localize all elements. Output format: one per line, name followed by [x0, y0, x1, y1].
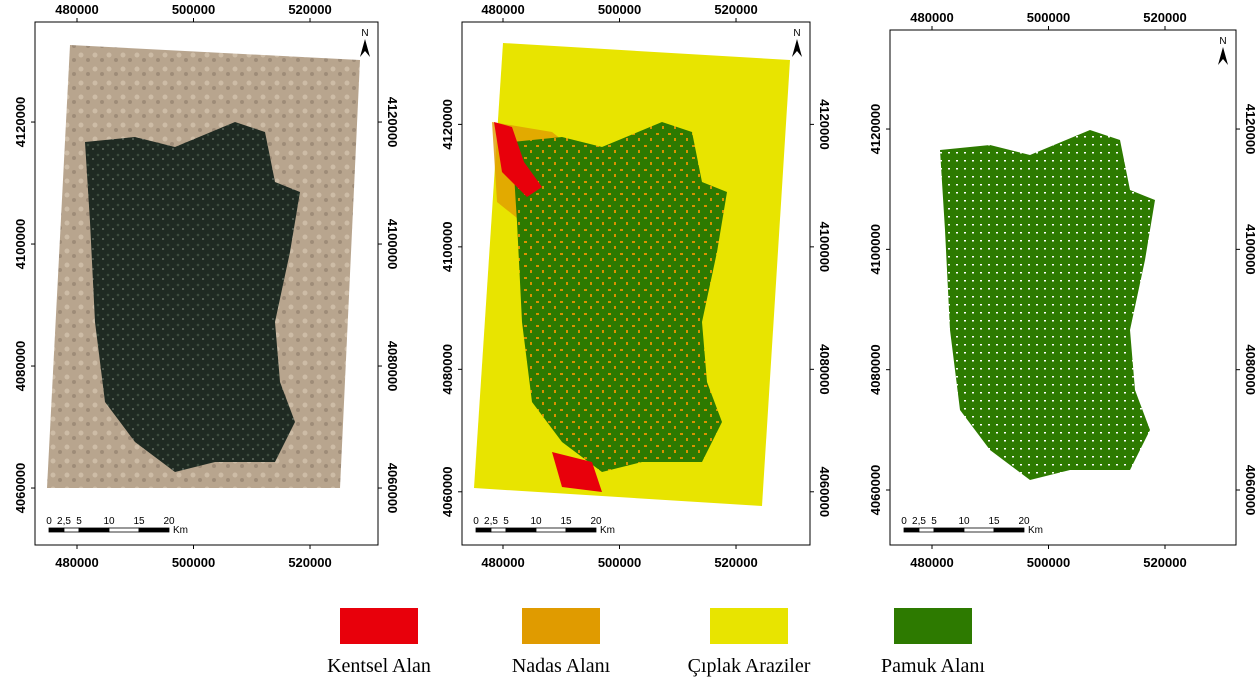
scale-label: 2,5 [484, 516, 498, 527]
scale-segment [491, 528, 506, 532]
cotton-map [940, 130, 1155, 480]
y-tick-label-left: 4120000 [868, 104, 883, 155]
y-tick-label-right: 4100000 [817, 222, 832, 273]
scale-label: 0 [46, 516, 52, 527]
x-tick-label-bottom: 480000 [481, 555, 524, 570]
y-tick-label-right: 4080000 [385, 341, 400, 392]
scale-segment [934, 528, 964, 532]
y-tick-label-right: 4120000 [817, 99, 832, 150]
north-arrow [1218, 47, 1228, 65]
scale-segment [79, 528, 109, 532]
scale-label: 5 [76, 516, 82, 527]
scale-segment [566, 528, 596, 532]
scale-label: 15 [560, 516, 572, 527]
scale-segment [476, 528, 491, 532]
legend-swatch [710, 608, 788, 644]
satellite-image [47, 45, 360, 488]
y-tick-label-right: 4060000 [385, 463, 400, 514]
classified-map [474, 43, 790, 506]
north-label: N [1219, 36, 1226, 47]
scale-label: 0 [473, 516, 479, 527]
y-tick-label-right: 4080000 [817, 344, 832, 395]
x-tick-label-top: 480000 [910, 10, 953, 25]
scale-label: 15 [133, 516, 145, 527]
y-tick-label-right: 4060000 [1243, 465, 1258, 516]
y-tick-label-right: 4060000 [817, 466, 832, 517]
x-tick-label-top: 520000 [1143, 10, 1186, 25]
x-tick-label-bottom: 520000 [1143, 555, 1186, 570]
north-arrow [792, 39, 802, 57]
scale-segment [109, 528, 139, 532]
x-tick-label-top: 520000 [714, 2, 757, 17]
scale-segment [919, 528, 934, 532]
y-tick-label-left: 4080000 [440, 344, 455, 395]
y-tick-label-left: 4060000 [868, 465, 883, 516]
legend-label: Çıplak Araziler [688, 655, 811, 677]
y-tick-label-left: 4120000 [440, 99, 455, 150]
scale-label: 10 [958, 516, 970, 527]
north-label: N [361, 28, 368, 39]
scale-segment [536, 528, 566, 532]
y-tick-label-right: 4120000 [385, 97, 400, 148]
y-tick-label-left: 4060000 [13, 463, 28, 514]
y-tick-label-left: 4100000 [868, 224, 883, 275]
scale-segment [49, 528, 64, 532]
legend-label: Nadas Alanı [512, 655, 611, 677]
north-label: N [793, 28, 800, 39]
scale-label: 0 [901, 516, 907, 527]
scale-segment [994, 528, 1024, 532]
scale-segment [506, 528, 536, 532]
scale-label: 2,5 [912, 516, 926, 527]
x-tick-label-bottom: 520000 [714, 555, 757, 570]
legend-swatch [894, 608, 972, 644]
x-tick-label-top: 480000 [55, 2, 98, 17]
scale-label: 15 [988, 516, 1000, 527]
y-tick-label-left: 4100000 [13, 219, 28, 270]
x-tick-label-top: 500000 [1027, 10, 1070, 25]
x-tick-label-bottom: 500000 [172, 555, 215, 570]
y-tick-label-right: 4100000 [385, 219, 400, 270]
y-tick-label-left: 4080000 [868, 344, 883, 395]
figure: 480000 480000 500000 500000 520000 520000 4120… [0, 0, 1258, 688]
y-tick-label-left: 4120000 [13, 97, 28, 148]
x-tick-label-top: 500000 [172, 2, 215, 17]
legend-label: Pamuk Alanı [881, 655, 985, 677]
scale-segment [139, 528, 169, 532]
legend-swatch [522, 608, 600, 644]
scale-label: 2,5 [57, 516, 71, 527]
x-tick-label-bottom: 500000 [598, 555, 641, 570]
map-images [47, 43, 1155, 506]
x-tick-label-top: 500000 [598, 2, 641, 17]
scale-unit: Km [600, 525, 615, 536]
scale-label: 10 [530, 516, 542, 527]
x-tick-label-bottom: 520000 [288, 555, 331, 570]
scale-label: 5 [931, 516, 937, 527]
y-tick-label-left: 4100000 [440, 222, 455, 273]
scale-label: 10 [103, 516, 115, 527]
legend-swatch [340, 608, 418, 644]
legend-label: Kentsel Alan [327, 655, 431, 677]
x-tick-label-top: 480000 [481, 2, 524, 17]
scale-segment [964, 528, 994, 532]
scale-unit: Km [173, 525, 188, 536]
x-tick-label-bottom: 480000 [910, 555, 953, 570]
y-tick-label-left: 4080000 [13, 341, 28, 392]
scale-unit: Km [1028, 525, 1043, 536]
x-tick-label-bottom: 480000 [55, 555, 98, 570]
scale-segment [64, 528, 79, 532]
x-tick-label-top: 520000 [288, 2, 331, 17]
y-tick-label-right: 4080000 [1243, 344, 1258, 395]
scale-label: 5 [503, 516, 509, 527]
y-tick-label-right: 4100000 [1243, 224, 1258, 275]
x-tick-label-bottom: 500000 [1027, 555, 1070, 570]
scale-segment [904, 528, 919, 532]
north-arrow [360, 39, 370, 57]
y-tick-label-right: 4120000 [1243, 104, 1258, 155]
y-tick-label-left: 4060000 [440, 466, 455, 517]
